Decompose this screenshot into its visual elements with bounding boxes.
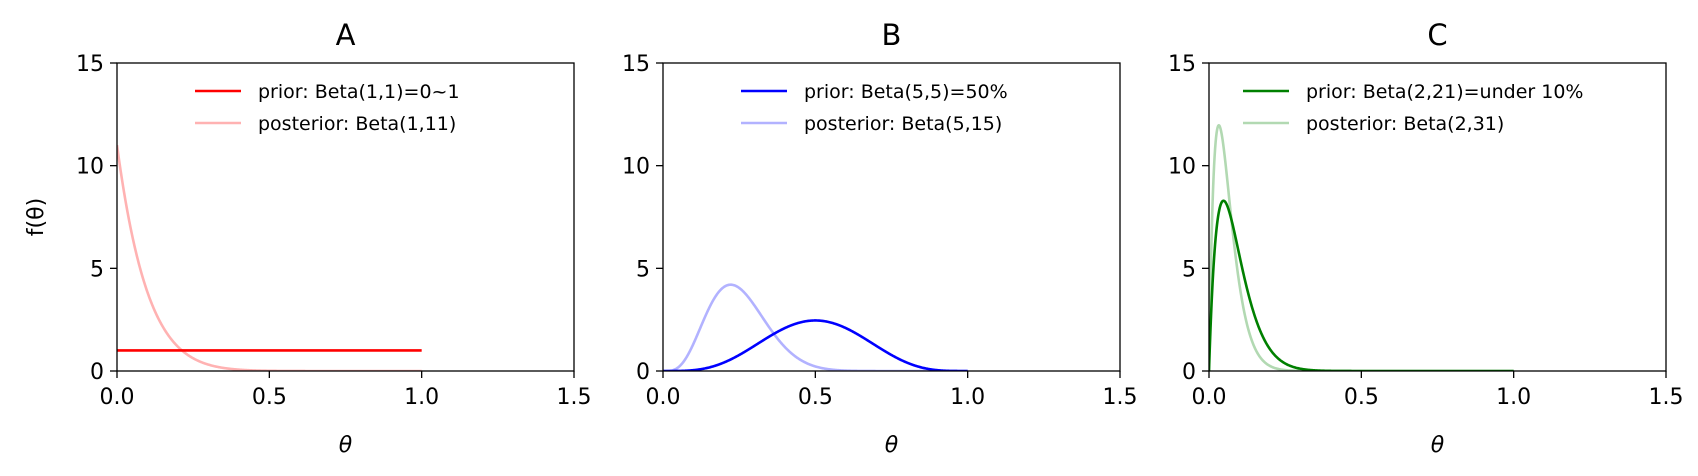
y-tick-label: 0 — [1182, 360, 1196, 385]
x-tick-label: 0.0 — [646, 385, 681, 410]
legend-label: prior: Beta(2,21)=under 10% — [1306, 81, 1583, 103]
legend-label: posterior: Beta(1,11) — [258, 113, 456, 135]
x-tick-label: 0.5 — [1344, 385, 1379, 410]
series-line-prior — [663, 319, 968, 371]
series-line-posterior — [663, 283, 968, 371]
chart-panel-B: 0.0 0.5 1.0 1.5 0 5 10 15 Bθ prior: Beta(5,5)=50%… — [622, 18, 1138, 458]
legend-label: prior: Beta(5,5)=50% — [804, 81, 1008, 103]
x-tick-label: 0.5 — [798, 385, 833, 410]
x-tick-label: 0.0 — [1192, 385, 1227, 410]
chart-title: A — [336, 18, 356, 52]
x-tick-label: 1.0 — [1496, 385, 1531, 410]
legend-label: posterior: Beta(5,15) — [804, 113, 1002, 135]
y-tick-label: 15 — [1168, 52, 1196, 77]
x-tick-label: 0.5 — [252, 385, 287, 410]
y-tick-label: 15 — [76, 52, 104, 77]
y-tick-label: 0 — [90, 360, 104, 385]
y-tick-label: 5 — [636, 257, 650, 282]
y-tick-label: 10 — [76, 155, 104, 180]
x-tick-label: 1.5 — [1103, 385, 1138, 410]
series-line-posterior — [1209, 123, 1514, 371]
plot-frame — [1208, 62, 1667, 372]
x-axis-label: θ — [885, 433, 899, 458]
x-tick-label: 0.0 — [100, 385, 135, 410]
y-tick-label: 10 — [622, 155, 650, 180]
y-tick-label: 5 — [1182, 257, 1196, 282]
y-tick-label: 5 — [90, 257, 104, 282]
x-tick-label: 1.5 — [1649, 385, 1684, 410]
chart-title: C — [1427, 18, 1447, 52]
x-tick-label: 1.0 — [404, 385, 439, 410]
series-line-posterior — [117, 144, 422, 371]
chart-panel-A: 0.0 0.5 1.0 1.5 0 5 10 15 Aθ f(θ) prior: Beta(1,1)… — [24, 18, 592, 458]
legend-label: prior: Beta(1,1)=0~1 — [258, 81, 460, 103]
y-tick-label: 10 — [1168, 155, 1196, 180]
series-line-prior — [1209, 199, 1514, 371]
x-tick-label: 1.5 — [557, 385, 592, 410]
x-tick-label: 1.0 — [950, 385, 985, 410]
chart-title: B — [882, 18, 902, 52]
x-axis-label: θ — [1431, 433, 1445, 458]
y-tick-label: 0 — [636, 360, 650, 385]
legend-label: posterior: Beta(2,31) — [1306, 113, 1504, 135]
y-tick-label: 15 — [622, 52, 650, 77]
plot-frame — [662, 62, 1121, 372]
chart-panel-C: 0.0 0.5 1.0 1.5 0 5 10 15 Cθ prior: Beta(2,21)=un… — [1168, 18, 1684, 458]
y-axis-label: f(θ) — [24, 198, 49, 236]
plot-frame — [116, 62, 575, 372]
x-axis-label: θ — [339, 433, 353, 458]
